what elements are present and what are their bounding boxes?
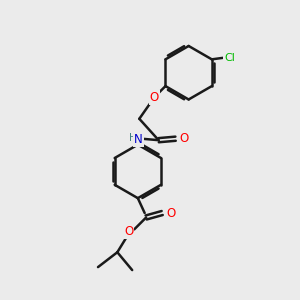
Text: O: O (166, 206, 175, 220)
Text: O: O (124, 225, 134, 238)
Text: N: N (134, 133, 143, 146)
Text: O: O (150, 91, 159, 104)
Text: H: H (129, 133, 137, 143)
Text: O: O (179, 132, 188, 145)
Text: Cl: Cl (224, 53, 235, 63)
